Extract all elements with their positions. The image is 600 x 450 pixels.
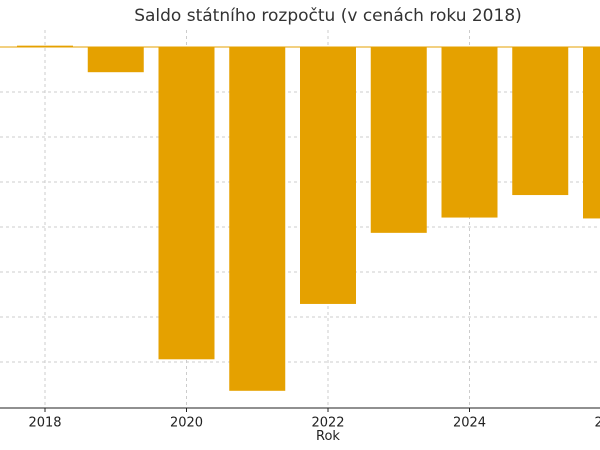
chart-title: Saldo státního rozpočtu (v cenách roku 2… [134,6,522,26]
bar-2020 [158,47,215,360]
bar-2019 [87,47,144,73]
x-tick-label-2020: 2020 [170,416,203,431]
x-axis-label: Rok [316,429,340,444]
x-ticks: 2018 2020 2022 2024 2026 [28,408,600,431]
bar-2021 [229,47,286,391]
bar-2025 [512,47,569,196]
bars [17,45,600,391]
x-tick-label-2024: 2024 [453,416,486,431]
x-tick-label-2018: 2018 [28,416,61,431]
x-tick-label-2022: 2022 [311,416,344,431]
bar-2023 [370,47,427,233]
bar-2018 [17,45,73,47]
x-tick-label-2026: 2026 [594,416,600,431]
bar-2026 [583,47,600,219]
bar-2024 [441,47,498,218]
bar-2022 [300,47,356,304]
